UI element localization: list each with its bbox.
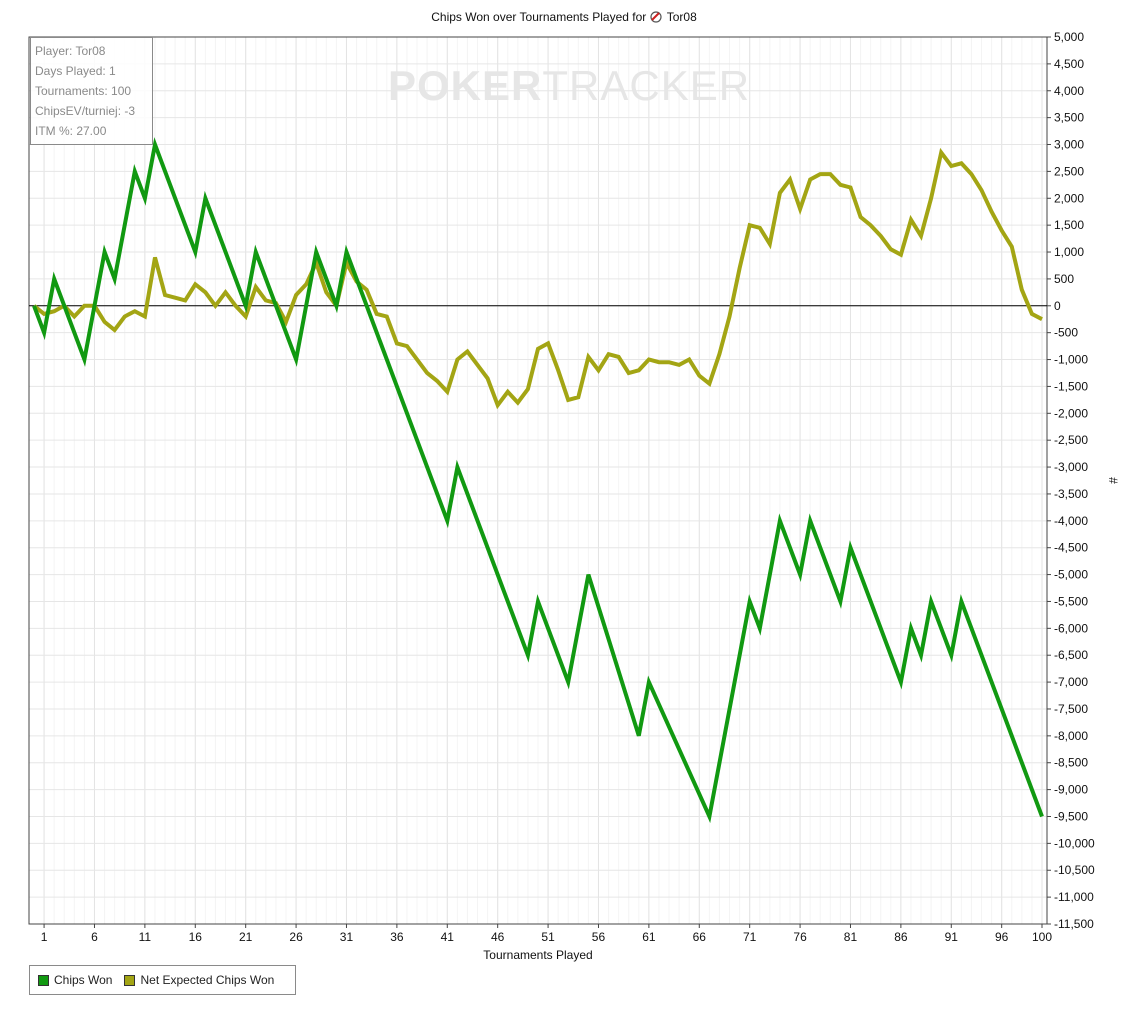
x-tick-label: 51 [541,930,555,944]
pokertracker-watermark-logo: POKERTRACKER [388,62,750,110]
y-tick-label: 4,500 [1054,57,1084,71]
legend-item-net-expected[interactable]: Net Expected Chips Won [124,973,274,987]
chart-title: Chips Won over Tournaments Played for To… [0,10,1128,24]
y-tick-label: -8,000 [1054,729,1088,743]
y-tick-label: -5,500 [1054,594,1088,608]
y-tick-label: -6,500 [1054,648,1088,662]
series-line-chips-won [32,137,1044,824]
legend-label-chips-won: Chips Won [54,973,113,987]
y-tick-label: -500 [1054,326,1078,340]
y-tick-label: -10,500 [1054,863,1095,877]
y-tick-label: 1,000 [1054,245,1084,259]
legend-swatch-net-expected [124,974,136,986]
y-tick-label: -4,000 [1054,514,1088,528]
x-tick-label: 71 [743,930,757,944]
y-tick-label: -3,000 [1054,460,1088,474]
x-tick-label: 81 [844,930,858,944]
y-tick-label: -11,000 [1054,890,1094,904]
y-tick-label: -6,000 [1054,621,1088,635]
x-tick-label: 56 [592,930,606,944]
chart-title-player: Tor08 [666,10,697,24]
x-tick-label: 91 [945,930,959,944]
x-tick-label: 41 [441,930,455,944]
y-tick-label: 3,500 [1054,111,1084,125]
y-tick-label: -5,000 [1054,568,1088,582]
x-axis-title: Tournaments Played [483,948,592,962]
chart-legend: Chips Won Net Expected Chips Won [29,965,296,995]
y-tick-label: 2,000 [1054,191,1084,205]
plot-area-border [28,36,1048,925]
info-itm: ITM %: 27.00 [35,124,107,138]
x-axis-ticks: 1 6 11 16 21 26 31 36 41 46 51 56 61 66 71 76 81 86 91 96 10… [41,924,1052,944]
x-tick-label: 76 [793,930,807,944]
y-tick-label: -1,000 [1054,353,1088,367]
x-tick-label: 16 [189,930,203,944]
y-tick-label: -4,500 [1054,541,1088,555]
x-tick-label: 11 [139,930,152,944]
x-tick-label: 100 [1032,930,1052,944]
y-tick-label: 3,000 [1054,138,1084,152]
y-tick-label: -11,500 [1054,917,1094,931]
y-tick-label: -7,500 [1054,702,1088,716]
y-tick-label: 2,500 [1054,164,1084,178]
y-tick-label: 5,000 [1054,30,1084,44]
player-stats-box: Player: Tor08 Days Played: 1 Tournaments… [30,37,153,145]
info-chipsev: ChipsEV/turniej: -3 [35,104,136,118]
x-tick-label: 36 [390,930,404,944]
y-tick-label: -9,000 [1054,783,1088,797]
y-tick-label: -7,000 [1054,675,1088,689]
legend-item-chips-won[interactable]: Chips Won [38,973,112,987]
y-tick-label: -3,500 [1054,487,1088,501]
x-tick-label: 6 [91,930,98,944]
series-lines [32,137,1044,824]
y-tick-label: -8,500 [1054,756,1088,770]
y-axis-title: # [1106,477,1120,484]
info-days-played: Days Played: 1 [35,64,116,78]
pokerstars-logo-icon [649,11,662,23]
y-tick-label: -9,500 [1054,809,1088,823]
watermark-left: POKER [388,62,543,109]
y-axis-ticks: 5,000 4,500 4,000 3,500 3,000 2,500 2,000 1,500… [1047,30,1095,931]
info-tournaments: Tournaments: 100 [35,84,132,98]
info-player: Player: Tor08 [35,44,106,58]
y-tick-label: 0 [1054,299,1061,313]
y-tick-label: 1,500 [1054,218,1084,232]
x-tick-label: 86 [894,930,908,944]
x-tick-label: 96 [995,930,1009,944]
y-tick-label: 4,000 [1054,84,1084,98]
x-tick-label: 66 [693,930,707,944]
x-tick-label: 61 [642,930,656,944]
y-tick-label: -1,500 [1054,379,1088,393]
legend-swatch-chips-won [38,974,49,986]
y-tick-label: -2,500 [1054,433,1088,447]
grid-lines [29,36,1047,925]
legend-label-net-expected: Net Expected Chips Won [140,973,275,987]
x-tick-label: 31 [340,930,354,944]
y-tick-label: -10,000 [1054,836,1095,850]
x-tick-label: 46 [491,930,505,944]
x-tick-label: 26 [289,930,303,944]
watermark-right: TRACKER [542,62,751,109]
y-tick-label: 500 [1054,272,1074,286]
series-line-net-expected-chips-won [32,147,1043,410]
x-tick-label: 1 [41,930,48,944]
x-tick-label: 21 [239,930,253,944]
y-tick-label: -2,000 [1054,406,1088,420]
chart-title-text: Chips Won over Tournaments Played for [431,10,647,24]
